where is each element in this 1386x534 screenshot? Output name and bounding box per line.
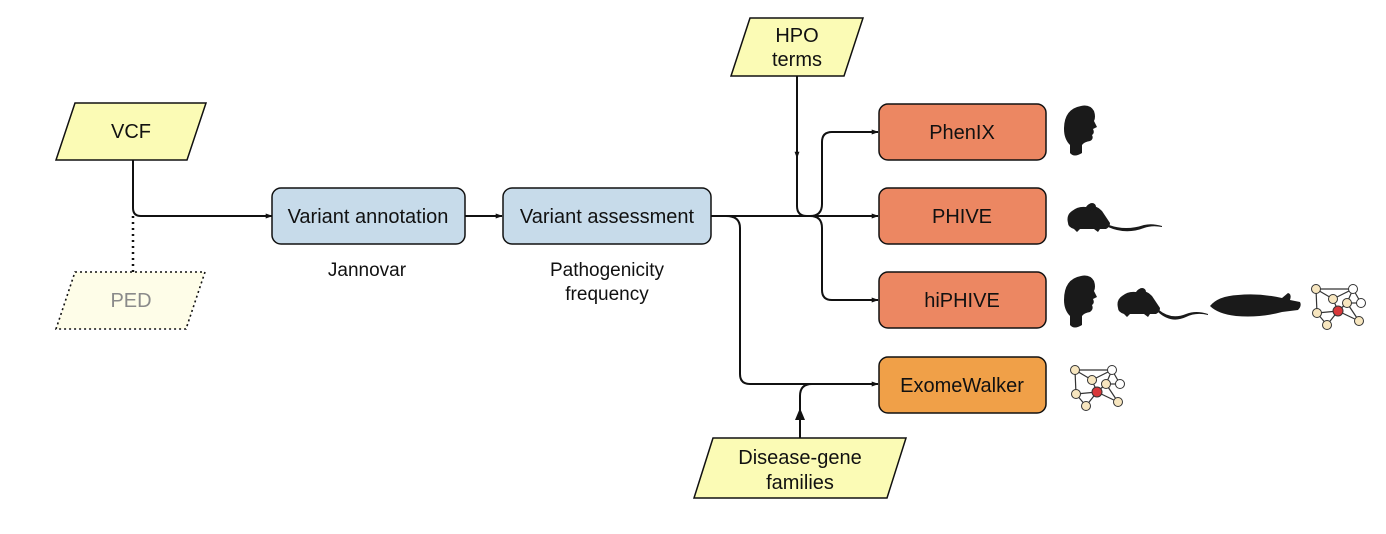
mouse-icon [1117,288,1208,320]
human-head-icon [1064,105,1097,156]
hiphive-method: hiPHIVE [878,271,1047,329]
assessment-label: Variant assessment [520,206,695,228]
connector-vcf-annotation [132,160,273,219]
annotation-label: Variant annotation [288,206,449,228]
assessment-sub-line2: frequency [565,284,649,305]
disease-label-line1: Disease-gene [738,447,861,469]
hpo-label-line2: terms [772,49,822,71]
connector-disease [799,383,813,438]
connector-to-phenix [809,129,879,217]
connector-to-exomewalker [725,215,879,387]
disease-label-line2: families [766,472,834,494]
phive-method: PHIVE [878,187,1047,245]
human-head-icon [1064,275,1097,328]
exomewalker-method: ExomeWalker [878,356,1047,414]
phive-label: PHIVE [932,206,992,228]
arrowhead-disease [795,408,805,420]
ped-input: PED [54,271,207,330]
vcf-input: VCF [54,102,208,161]
connector-to-hiphive [809,215,879,303]
annotation-tool-label: Jannovar [328,260,407,281]
network-icon [1311,284,1366,330]
variant-assessment-step: Variant assessment Pathogenicity frequen… [502,187,712,305]
phenix-label: PhenIX [929,122,995,144]
exomewalker-label: ExomeWalker [900,375,1024,397]
ped-label: PED [110,290,151,312]
variant-annotation-step: Variant annotation Jannovar [271,187,466,281]
connectors [131,76,879,438]
connector-hpo-join [796,156,808,217]
fish-icon [1210,293,1301,317]
hiphive-label: hiPHIVE [924,290,1000,312]
mouse-icon [1067,203,1162,232]
hpo-terms-input: HPO terms [729,17,865,77]
network-icon [1070,365,1125,411]
hpo-label-line1: HPO [775,25,818,47]
phenix-method: PhenIX [878,103,1047,161]
disease-gene-families-input: Disease-gene families [692,437,908,499]
assessment-sub-line1: Pathogenicity [550,260,665,281]
vcf-label: VCF [111,121,151,143]
